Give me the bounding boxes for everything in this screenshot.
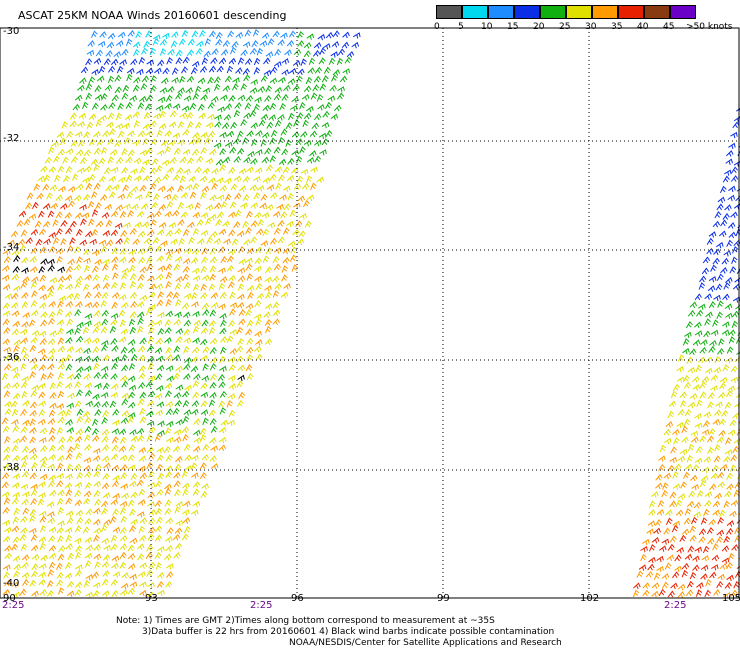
legend-swatch-8 <box>644 5 670 19</box>
legend-label: 40 <box>637 22 649 32</box>
legend-swatch-2 <box>488 5 514 19</box>
legend-swatch-0 <box>436 5 462 19</box>
lon-label: 96 <box>291 593 304 604</box>
legend-swatch-5 <box>566 5 592 19</box>
legend-label: 10 <box>481 22 493 32</box>
legend-swatch-10 <box>670 5 696 19</box>
legend-label: 35 <box>611 22 623 32</box>
time-label: 2:25 <box>2 600 25 611</box>
lon-label: 102 <box>580 593 600 604</box>
legend-swatch-1 <box>462 5 488 19</box>
lat-label: -32 <box>3 133 20 144</box>
legend-swatch-7 <box>618 5 644 19</box>
legend-label: 25 <box>559 22 571 32</box>
wind-barbs-layer <box>1 28 740 599</box>
lat-lon-grid <box>0 28 740 598</box>
map-frame <box>0 27 740 599</box>
note-line-2: 3)Data buffer is 22 hrs from 20160601 4)… <box>142 627 555 637</box>
legend-label: 20 <box>533 22 545 32</box>
lat-label: -30 <box>3 26 20 37</box>
legend-label: >50 knots <box>686 22 733 32</box>
lon-label: 90 <box>3 593 16 604</box>
lat-label: -34 <box>3 242 20 253</box>
legend-label: 30 <box>585 22 597 32</box>
legend-swatch-4 <box>540 5 566 19</box>
lat-label: -40 <box>3 578 20 589</box>
time-label: 2:25 <box>664 600 687 611</box>
lon-label: 105 <box>722 593 740 604</box>
legend-label: 15 <box>507 22 519 32</box>
lon-label: 93 <box>145 593 158 604</box>
legend-swatch-3 <box>514 5 540 19</box>
legend-swatch-6 <box>592 5 618 19</box>
legend-label: 5 <box>458 22 464 32</box>
legend-label: 45 <box>663 22 675 32</box>
lat-label: -36 <box>3 352 20 363</box>
note-line-3: NOAA/NESDIS/Center for Satellite Applica… <box>289 638 562 648</box>
note-line-1: Note: 1) Times are GMT 2)Times along bot… <box>116 616 495 626</box>
lat-label: -38 <box>3 462 20 473</box>
map-title: ASCAT 25KM NOAA Winds 20160601 descendin… <box>18 9 287 22</box>
lon-label: 99 <box>437 593 450 604</box>
legend-label: 0 <box>434 22 440 32</box>
time-label: 2:25 <box>250 600 273 611</box>
